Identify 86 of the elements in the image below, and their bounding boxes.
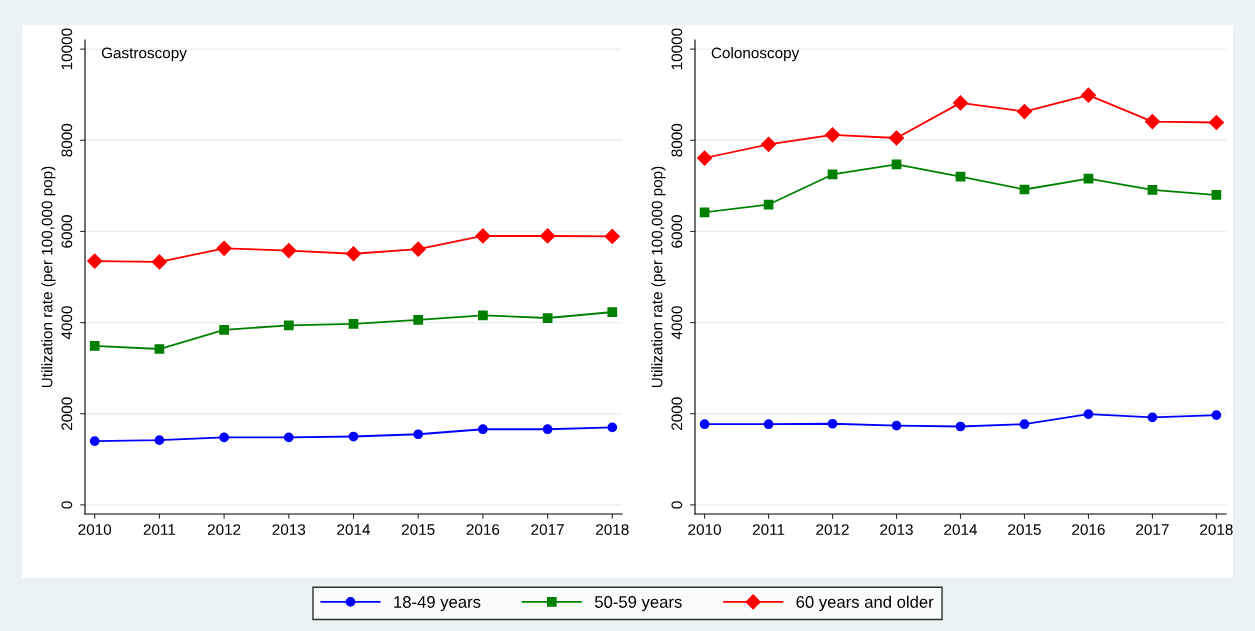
legend-label: 50-59 years — [594, 596, 682, 612]
point — [955, 171, 966, 182]
point — [1208, 114, 1224, 131]
point — [542, 313, 553, 323]
point — [348, 431, 359, 442]
y-tick-label: 8000 — [671, 123, 683, 157]
point — [281, 242, 297, 259]
y-tick-label: 2000 — [61, 397, 73, 430]
x-tick-label: 2014 — [337, 524, 371, 535]
x-tick-label: 2018 — [1200, 524, 1233, 535]
x-tick-label: 2010 — [688, 524, 721, 535]
point — [888, 130, 905, 146]
point — [607, 307, 618, 317]
point — [475, 228, 491, 244]
point — [1019, 419, 1030, 430]
point — [604, 228, 620, 245]
point — [607, 422, 618, 433]
point — [1147, 185, 1158, 195]
chart-title: Gastroscopy — [101, 47, 187, 62]
x-tick-label: 2012 — [207, 524, 241, 535]
point — [891, 420, 902, 431]
point — [478, 310, 488, 321]
y-tick-label: 6000 — [671, 215, 683, 248]
point — [542, 424, 553, 435]
y-tick-label: 4000 — [671, 306, 683, 340]
y-tick-label: 0 — [61, 501, 73, 509]
x-tick-label: 2017 — [1136, 524, 1169, 535]
point — [1211, 410, 1222, 420]
y-tick-label: 0 — [671, 501, 683, 509]
point — [699, 207, 710, 218]
point — [824, 127, 841, 143]
point — [348, 319, 359, 329]
point — [410, 241, 426, 257]
point — [697, 150, 713, 166]
point — [1080, 87, 1097, 103]
point — [955, 421, 966, 432]
y-axis-title: Utilization rate (per 100,000 pop) — [41, 166, 56, 388]
legend-label: 18-49 years — [394, 596, 481, 612]
x-tick-label: 2011 — [143, 524, 176, 535]
point — [87, 253, 103, 269]
point — [154, 435, 165, 446]
x-tick-label: 2016 — [466, 524, 500, 535]
point — [413, 314, 424, 325]
x-tick-label: 2017 — [531, 524, 564, 535]
y-tick-label: 2000 — [671, 397, 683, 430]
point — [154, 344, 165, 354]
x-tick-label: 2015 — [1008, 524, 1041, 535]
x-tick-label: 2012 — [816, 524, 849, 535]
y-tick-label: 10000 — [61, 28, 73, 70]
x-tick-label: 2013 — [272, 524, 306, 535]
y-tick-label: 6000 — [61, 215, 73, 248]
point — [478, 424, 488, 435]
point — [699, 419, 710, 430]
point — [540, 228, 556, 244]
y-tick-label: 4000 — [61, 306, 73, 340]
x-tick-label: 2016 — [1072, 524, 1105, 535]
point — [283, 432, 294, 443]
point — [151, 254, 167, 270]
point — [219, 432, 229, 443]
point — [345, 246, 362, 262]
point — [413, 429, 424, 440]
x-tick-label: 2015 — [401, 524, 435, 535]
point — [1147, 412, 1158, 423]
x-tick-label: 2014 — [944, 524, 978, 535]
point — [1016, 103, 1033, 120]
x-tick-label: 2011 — [752, 524, 785, 535]
point — [1083, 409, 1094, 420]
x-tick-label: 2010 — [78, 524, 112, 535]
point — [952, 95, 969, 111]
point — [1211, 190, 1222, 200]
y-tick-label: 10000 — [671, 28, 683, 70]
point — [219, 325, 229, 335]
chart-title: Colonoscopy — [711, 47, 800, 62]
x-tick-label: 2013 — [880, 524, 913, 535]
point — [283, 320, 294, 331]
y-axis-title: Utilization rate (per 100,000 pop) — [651, 166, 666, 388]
point — [89, 340, 100, 351]
y-tick-label: 8000 — [61, 123, 73, 157]
point — [827, 418, 838, 429]
legend-label: 60 years and older — [796, 595, 934, 612]
point — [216, 240, 232, 256]
point — [1144, 114, 1160, 130]
point — [89, 436, 100, 446]
point — [761, 136, 777, 152]
point — [763, 419, 774, 430]
x-tick-label: 2018 — [596, 524, 629, 535]
